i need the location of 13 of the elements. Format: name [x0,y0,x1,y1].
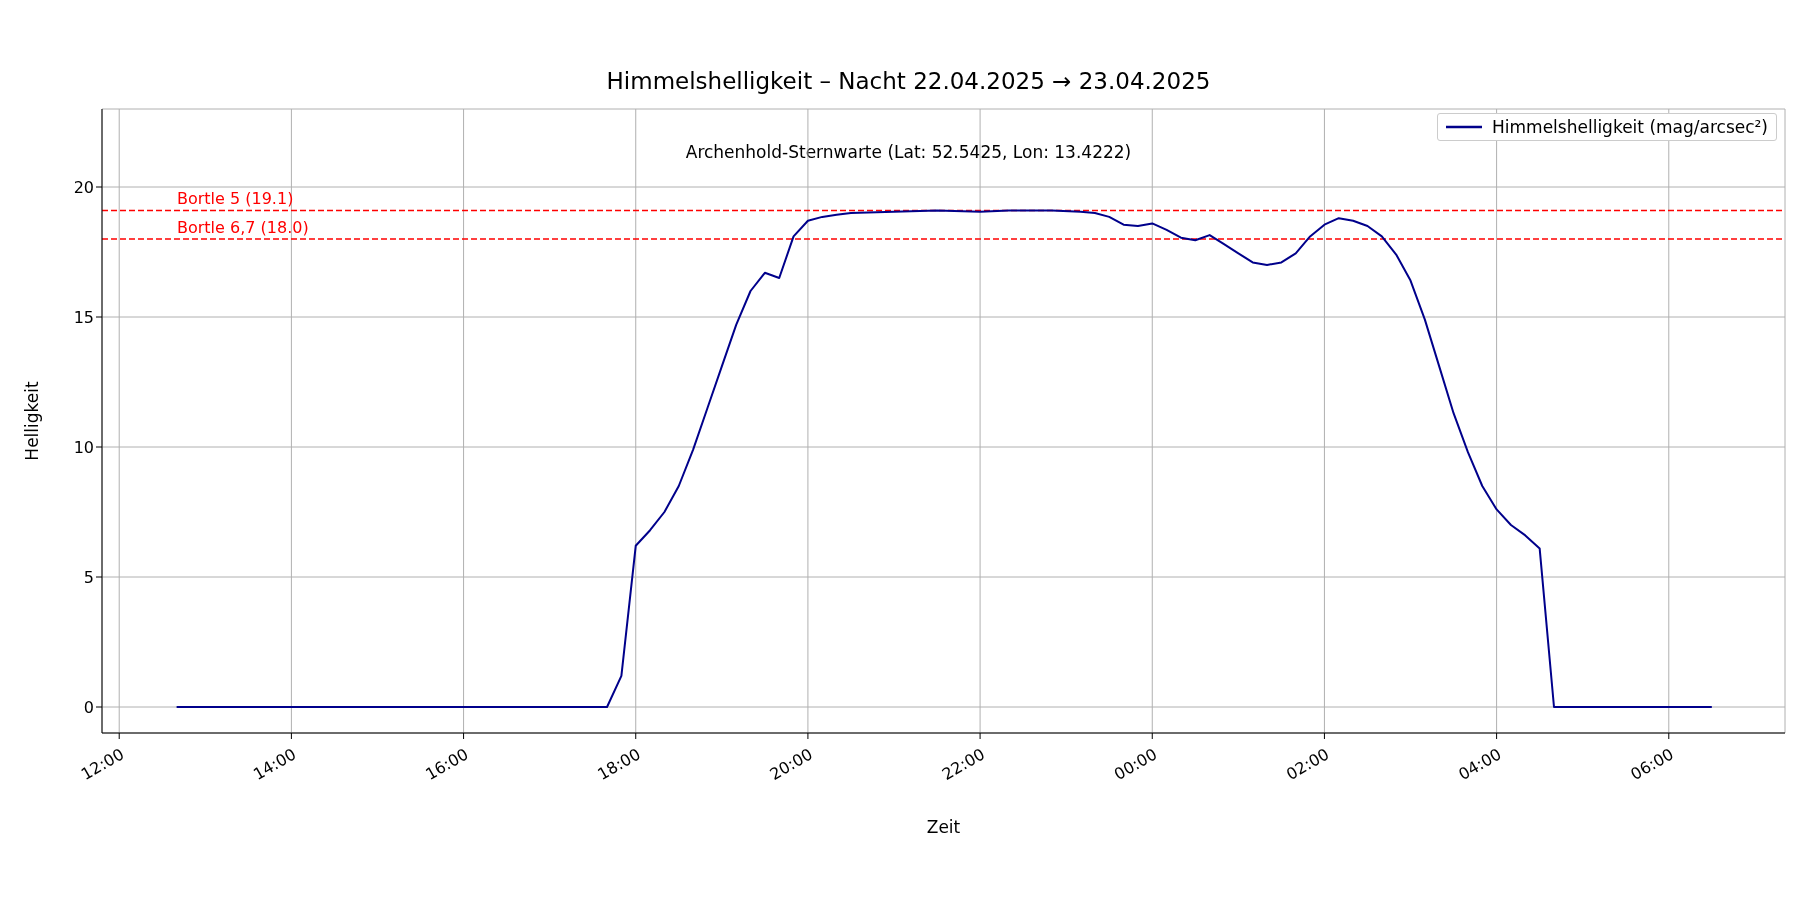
annotation: Archenhold-Sternwarte (Lat: 52.5425, Lon: 13.4222) [684,142,1133,162]
y-tick-label: 0 [83,697,94,717]
ref-line-label: Bortle 6,7 (18.0) [177,218,309,237]
legend-label: Himmelshelligkeit (mag/arcsec²) [1492,117,1768,137]
x-axis-title: Zeit [926,817,961,837]
y-tick-label: 10 [73,437,94,457]
y-tick-label: 15 [73,307,94,327]
y-tick-label: 5 [83,567,94,587]
line-series [175,209,1713,708]
y-tick-label: 20 [73,177,94,197]
ref-line-label: Bortle 5 (19.1) [177,189,294,209]
chart-title: Himmelshelligkeit – Nacht 22.04.2025 → 23.04.2025 [605,68,1212,94]
y-axis-title: Helligkeit [22,381,43,461]
